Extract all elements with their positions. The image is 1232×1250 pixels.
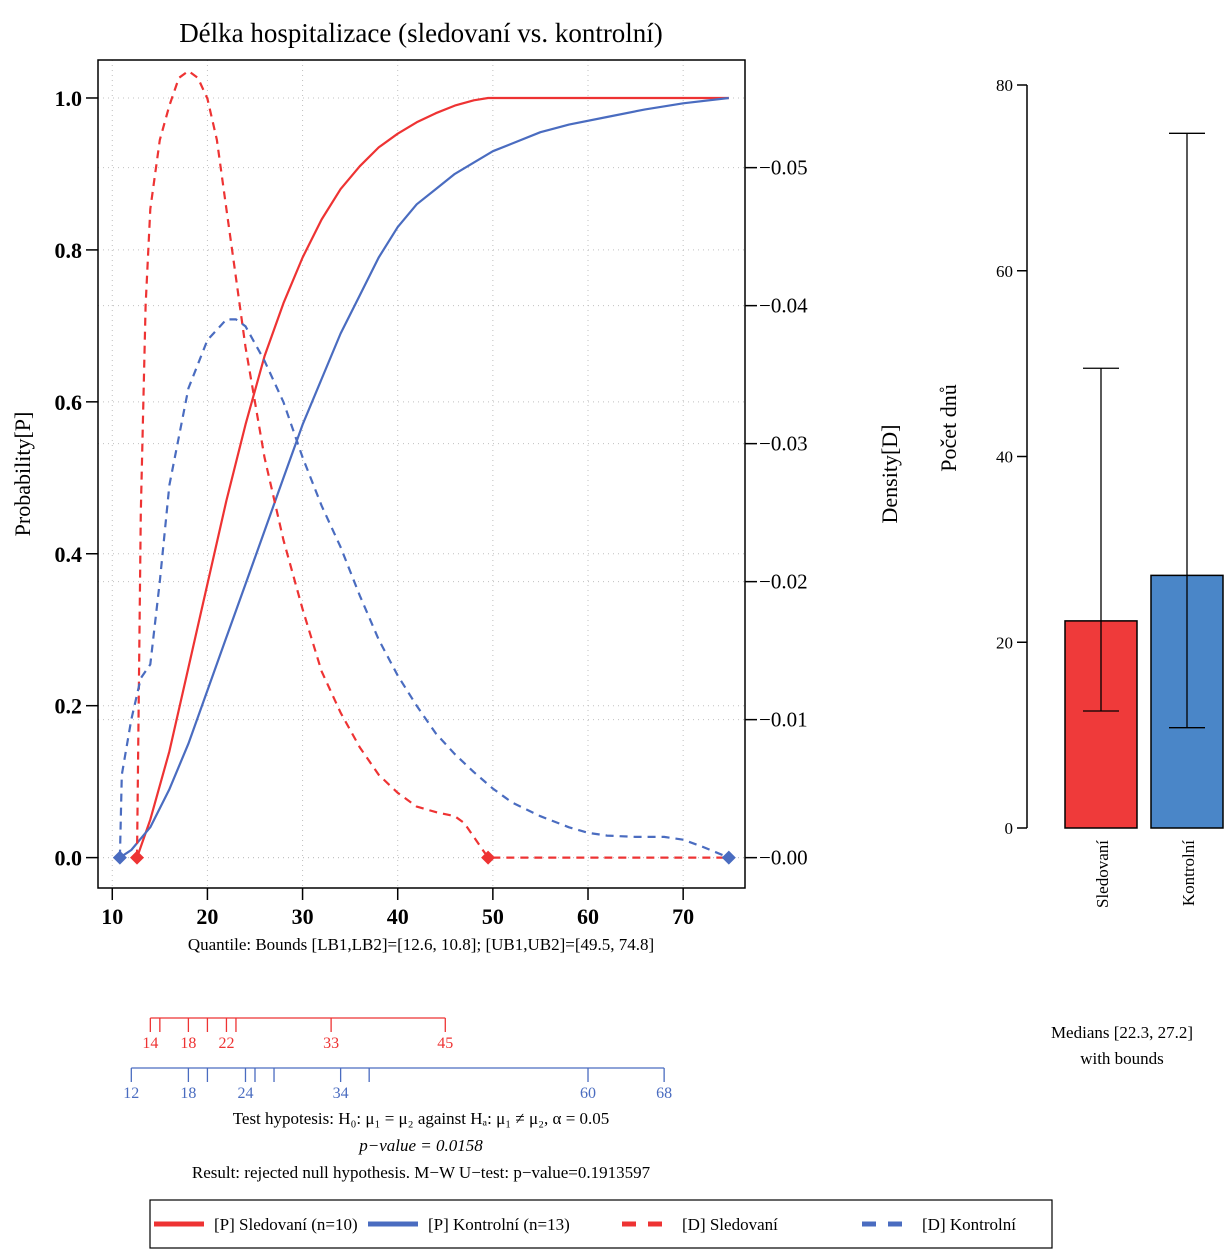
bar-y-tick-label: 40	[996, 448, 1013, 467]
y-tick-label-right: −0.01	[759, 708, 808, 732]
rug-label: 18	[180, 1085, 196, 1102]
bar-chart-bars: Sledovaní Kontrolní	[1064, 132, 1224, 908]
rug-label: 22	[218, 1035, 234, 1052]
rug-label: 34	[333, 1085, 349, 1102]
rug-kontrolni: 12 18 24 34 60 68	[123, 1067, 672, 1102]
y-tick-label-left: 0.0	[55, 846, 83, 871]
rug-label: 14	[142, 1035, 158, 1052]
svg-text:[D] Kontrolní: [D] Kontrolní	[922, 1215, 1016, 1234]
result-note: Result: rejected null hypothesis. M−W U−…	[192, 1163, 651, 1182]
y-tick-label-left: 0.2	[55, 694, 83, 719]
hypothesis-note: Test hypotesis: H₀: μ₁ = μ₂ against Hₐ: …	[233, 1109, 610, 1128]
bar-category-label: Kontrolní	[1179, 840, 1198, 906]
y-tick-label-left: 0.6	[55, 390, 83, 415]
rug-label: 33	[323, 1035, 339, 1052]
rug-sledovani: 14 18 22 33 45	[142, 1017, 453, 1052]
y-axis-right: −0.00 −0.01 −0.02 −0.03 −0.04 −0.05	[745, 156, 808, 870]
x-tick-label: 20	[196, 904, 218, 929]
svg-text:[D] Sledovaní: [D] Sledovaní	[682, 1215, 778, 1234]
x-tick-label: 10	[101, 904, 123, 929]
y-axis-left: 0.0 0.2 0.4 0.6 0.8 1.0	[55, 86, 98, 871]
y-axis-left-title: Probability[P]	[10, 412, 35, 537]
y-tick-label-left: 0.8	[55, 238, 83, 263]
quantile-note: Quantile: Bounds [LB1,LB2]=[12.6, 10.8];…	[188, 935, 654, 954]
x-tick-label: 40	[387, 904, 409, 929]
bar-y-tick-label: 80	[996, 76, 1013, 95]
plot-area	[97, 59, 746, 889]
x-axis: 10 20 30 40 50 60 70	[101, 888, 694, 929]
legend-entry-d-sledovani: [D] Sledovaní	[622, 1215, 778, 1234]
series-line-1	[119, 96, 729, 859]
rug-label: 45	[437, 1035, 453, 1052]
bar-chart-caption-line2: with bounds	[1080, 1049, 1164, 1068]
series-line-2	[135, 69, 729, 859]
y-axis-right-title: Density[D]	[877, 425, 902, 524]
y-tick-label-right: −0.03	[759, 432, 808, 456]
bar-chart-caption-line1: Medians [22.3, 27.2]	[1051, 1023, 1193, 1042]
grid	[98, 60, 745, 888]
bar-chart-y-axis: 0 20 40 60 80	[996, 76, 1028, 838]
rug-label: 68	[656, 1085, 672, 1102]
y-tick-label-right: −0.02	[759, 570, 808, 594]
bound-markers	[112, 850, 736, 865]
x-tick-label: 50	[482, 904, 504, 929]
series-line-0	[135, 96, 729, 858]
rug-label: 24	[237, 1085, 253, 1102]
pvalue-note: p−value = 0.0158	[358, 1136, 483, 1155]
bound-marker-sledovani	[130, 850, 145, 865]
legend-entry-p-kontrolni: [P] Kontrolní (n=13)	[368, 1215, 570, 1234]
svg-text:[P] Sledovaní (n=10): [P] Sledovaní (n=10)	[214, 1215, 358, 1234]
y-tick-label-right: −0.05	[759, 156, 808, 180]
bound-marker-kontrolni	[112, 850, 127, 865]
legend: [P] Sledovaní (n=10) [P] Kontrolní (n=13…	[149, 1199, 1053, 1249]
legend-entry-p-sledovani: [P] Sledovaní (n=10)	[154, 1215, 358, 1234]
y-tick-label-right: −0.04	[759, 294, 808, 318]
chart-title: Délka hospitalizace (sledovaní vs. kontr…	[179, 18, 663, 48]
rug-label: 60	[580, 1085, 596, 1102]
bar-y-tick-label: 20	[996, 633, 1013, 652]
rug-label: 12	[123, 1085, 139, 1102]
bound-marker-sledovani	[481, 850, 496, 865]
svg-text:[P] Kontrolní (n=13): [P] Kontrolní (n=13)	[428, 1215, 570, 1234]
x-tick-label: 60	[577, 904, 599, 929]
curves	[118, 69, 730, 859]
series-line-3	[118, 318, 730, 859]
bar-chart-y-axis-title: Počet dnů	[936, 384, 961, 471]
bar-y-tick-label: 0	[1005, 819, 1014, 838]
bound-marker-kontrolni	[721, 850, 736, 865]
bar-category-label: Sledovaní	[1093, 840, 1112, 908]
y-tick-label-right: −0.00	[759, 846, 808, 870]
y-tick-label-left: 0.4	[55, 542, 83, 567]
x-tick-label: 70	[672, 904, 694, 929]
rug-label: 18	[180, 1035, 196, 1052]
legend-entry-d-kontrolni: [D] Kontrolní	[862, 1215, 1016, 1234]
bar-y-tick-label: 60	[996, 262, 1013, 281]
y-tick-label-left: 1.0	[55, 86, 83, 111]
x-tick-label: 30	[292, 904, 314, 929]
